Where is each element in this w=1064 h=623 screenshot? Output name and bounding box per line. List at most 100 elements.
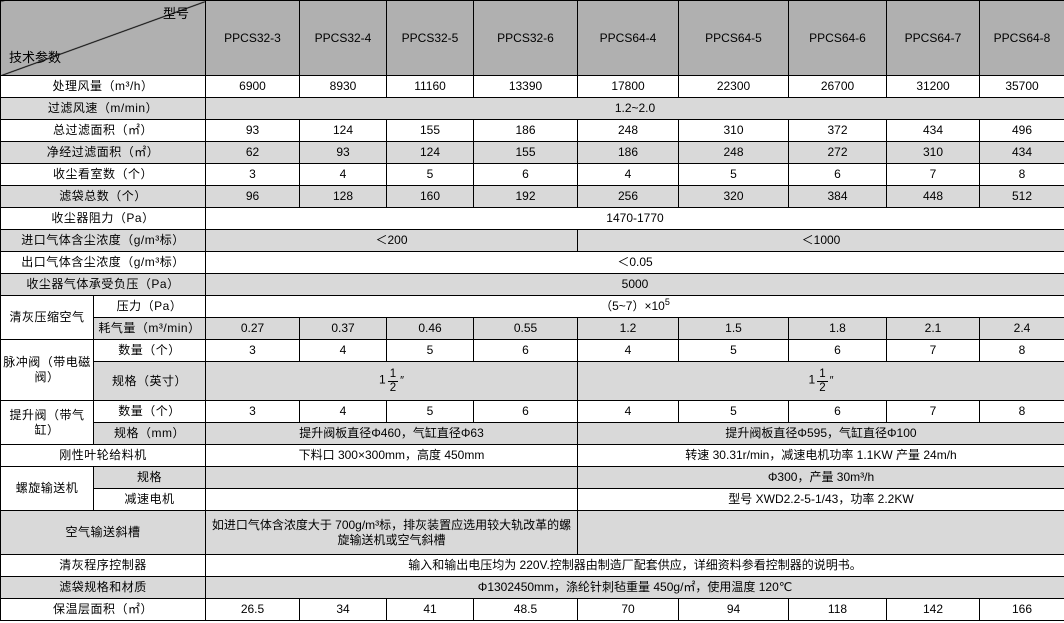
value-cell: 34 [299,598,387,621]
row-label: 保温层面积（㎡） [0,598,206,621]
value-cell: 48.5 [473,598,578,621]
value-cell: 93 [205,119,300,142]
value-cell: 128 [299,185,387,208]
corner-label-model: 型号 [162,6,189,21]
value-cell: 22300 [678,75,789,98]
row-label: 空气输送斜槽 [0,510,206,555]
value-cell: 8 [979,339,1064,362]
value-cell: （5~7）×105 [205,295,1064,318]
value-cell: 6 [788,163,887,186]
sub-label: 规格（英寸） [93,361,206,401]
value-cell: 512 [979,185,1064,208]
sub-label: 耗气量（m³/min） [93,317,206,340]
value-cell: 5 [386,339,474,362]
value-cell: 93 [299,141,387,164]
value-cell: 7 [886,163,980,186]
value-cell: 6 [473,163,578,186]
value-cell: 166 [979,598,1064,621]
sub-label: 规格（mm） [93,422,206,445]
row-label: 处理风量（m³/h） [0,75,206,98]
sub-label: 压力（Pa） [93,295,206,318]
value-cell: 提升阀板直径Φ460，气缸直径Φ63 [205,422,578,445]
value-cell: 5 [678,163,789,186]
value-cell: 型号 XWD2.2-5-1/43，功率 2.2KW [577,488,1064,511]
sub-label: 数量（个） [93,400,206,423]
value-cell: 248 [678,141,789,164]
value-cell: 155 [473,141,578,164]
sub-label: 减速电机 [93,488,206,511]
value-cell: 4 [577,339,679,362]
value-cell: 6 [788,400,887,423]
value-cell: 4 [299,400,387,423]
value-cell: 26.5 [205,598,300,621]
model-header: PPCS32-6 [473,0,578,76]
value-cell: 0.37 [299,317,387,340]
value-cell: ＜0.05 [205,251,1064,274]
value-cell: 310 [886,141,980,164]
value-cell: 31200 [886,75,980,98]
value-cell: 96 [205,185,300,208]
group-label: 清灰压缩空气 [0,295,94,340]
row-label: 清灰程序控制器 [0,554,206,577]
value-cell [205,488,578,511]
value-cell: 6900 [205,75,300,98]
row-label: 出口气体含尘浓度（g/m³标） [0,251,206,274]
value-cell: 434 [979,141,1064,164]
value-cell: 11160 [386,75,474,98]
row-label: 过滤风速（m/min） [0,97,206,120]
group-label: 螺旋输送机 [0,466,94,511]
value-cell: 4 [577,400,679,423]
value-cell: 5 [678,339,789,362]
value-cell: 8 [979,400,1064,423]
value-cell: 1 1 2 ″ [205,361,578,401]
value-cell: 256 [577,185,679,208]
value-cell: 142 [886,598,980,621]
model-header: PPCS32-5 [386,0,474,76]
corner-cell: 型号 技术参数 [0,0,206,76]
value-cell: 5 [386,400,474,423]
value-cell [577,510,1064,555]
value-cell: 0.27 [205,317,300,340]
value-cell: 转速 30.31r/min，减速电机功率 1.1KW 产量 24m/h [577,444,1064,467]
value-cell: 160 [386,185,474,208]
value-cell: 0.55 [473,317,578,340]
value-cell: 0.46 [386,317,474,340]
value-cell: 13390 [473,75,578,98]
row-label: 刚性叶轮给料机 [0,444,206,467]
value-cell: 3 [205,339,300,362]
value-cell: 434 [886,119,980,142]
value-cell: 448 [886,185,980,208]
value-cell: 272 [788,141,887,164]
value-cell: 6 [473,339,578,362]
value-cell: Φ1302450mm，涤纶针刺毡重量 450g/㎡，使用温度 120℃ [205,576,1064,599]
value-cell: 8 [979,163,1064,186]
value-cell: 下料口 300×300mm，高度 450mm [205,444,578,467]
value-cell: ＜200 [205,229,578,252]
value-cell: 4 [299,163,387,186]
row-label: 进口气体含尘浓度（g/m³标） [0,229,206,252]
model-header: PPCS32-4 [299,0,387,76]
row-label: 收尘器阻力（Pa） [0,207,206,230]
value-cell: 7 [886,339,980,362]
value-cell: 118 [788,598,887,621]
row-label: 总过滤面积（㎡） [0,119,206,142]
value-cell: 1.2 [577,317,679,340]
value-cell: 7 [886,400,980,423]
value-cell: 4 [299,339,387,362]
value-cell: 提升阀板直径Φ595，气缸直径Φ100 [577,422,1064,445]
header-row: 型号 技术参数 PPCS32-3 PPCS32-4 PPCS32-5 PPCS32-6… [0,0,1064,76]
corner-label-params: 技术参数 [9,49,62,65]
value-cell: 如进口气体含浓度大于 700g/m³标，排灰装置应选用较大轨改革的螺旋输送机或空… [205,510,578,555]
model-header: PPCS32-3 [205,0,300,76]
value-cell: 1.8 [788,317,887,340]
value-cell: 5 [678,400,789,423]
value-cell: 6 [473,400,578,423]
value-cell: 186 [577,141,679,164]
value-cell: 124 [386,141,474,164]
sub-label: 规格 [93,466,206,489]
value-cell: 2.1 [886,317,980,340]
model-header: PPCS64-8 [979,0,1064,76]
value-cell: 186 [473,119,578,142]
